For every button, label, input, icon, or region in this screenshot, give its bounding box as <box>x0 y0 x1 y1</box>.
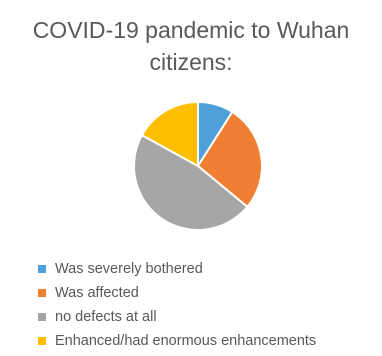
pie-slice-enhanced <box>140 101 199 167</box>
chart-legend: Was severely bothered Was affected no de… <box>38 257 316 353</box>
chart-title-line-1: COVID-19 pandemic to Wuhan <box>32 17 350 43</box>
legend-item-no-defects: no defects at all <box>38 305 316 329</box>
legend-item-affected: Was affected <box>38 281 316 305</box>
legend-label-no-defects: no defects at all <box>55 309 157 325</box>
legend-item-enhanced: Enhanced/had enormous enhancements <box>38 329 316 353</box>
pie-slice-affected <box>197 110 263 208</box>
legend-swatch-enhanced <box>38 337 46 345</box>
legend-swatch-severely-bothered <box>38 265 46 273</box>
legend-swatch-affected <box>38 289 46 297</box>
legend-label-affected: Was affected <box>55 285 139 301</box>
pie-slice-no-defects <box>133 134 249 231</box>
legend-swatch-no-defects <box>38 313 46 321</box>
legend-label-enhanced: Enhanced/had enormous enhancements <box>55 333 317 349</box>
chart-title-line-2: citizens: <box>149 49 233 75</box>
chart-title: COVID-19 pandemic to Wuhan citizens: <box>0 14 382 78</box>
legend-item-severely-bothered: Was severely bothered <box>38 257 316 281</box>
legend-label-severely-bothered: Was severely bothered <box>55 261 203 277</box>
